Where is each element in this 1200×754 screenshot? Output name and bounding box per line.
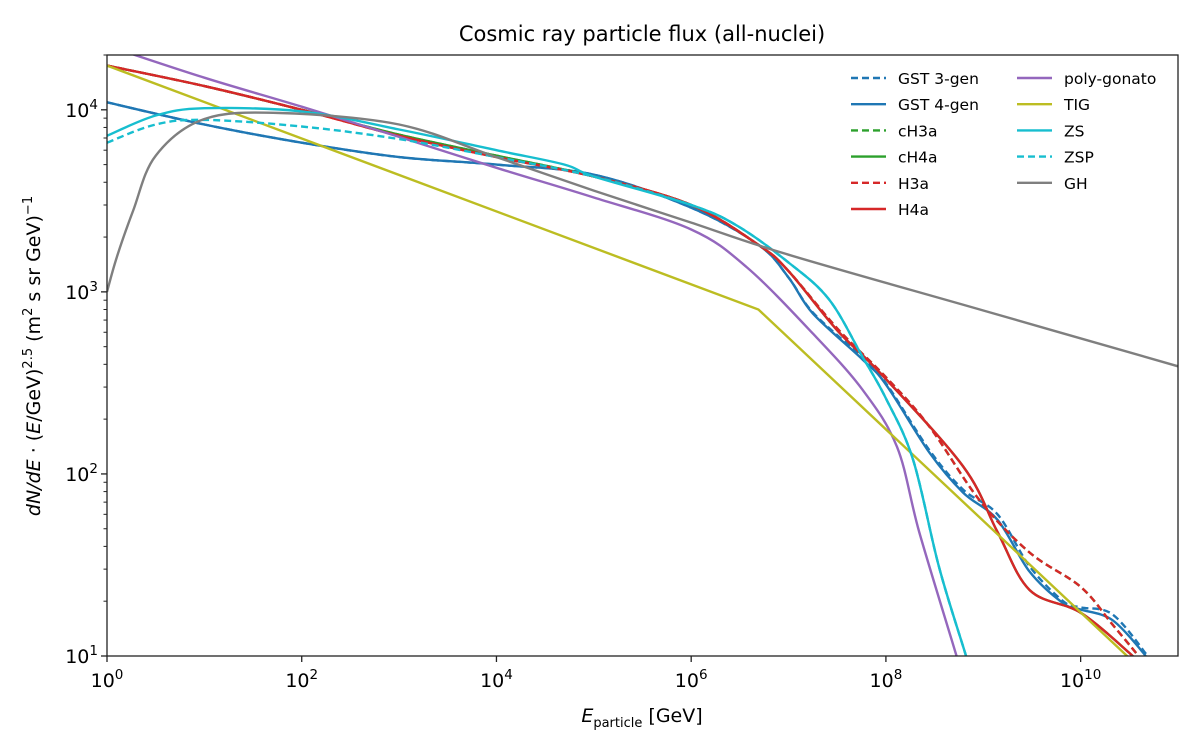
legend-label: cH4a xyxy=(898,149,938,167)
y-tick-label: 103 xyxy=(65,279,98,304)
chart-title: Cosmic ray particle flux (all-nuclei) xyxy=(459,22,825,46)
y-axis-label: dN/dE · (E/GeV)2.5 (m2 s sr GeV)−1 xyxy=(21,196,45,516)
legend-item: ZS xyxy=(1017,122,1084,140)
x-axis-label: Eparticle [GeV] xyxy=(581,705,702,731)
x-tick-label: 100 xyxy=(91,667,124,692)
legend-label: H3a xyxy=(898,175,929,193)
legend-label: GH xyxy=(1064,175,1088,193)
series-line-zs xyxy=(107,106,968,656)
y-tick-label: 101 xyxy=(65,643,98,668)
x-tick-label: 104 xyxy=(480,667,513,692)
legend-item: poly-gonato xyxy=(1017,70,1156,88)
y-tick-label: 104 xyxy=(65,97,98,122)
legend: GST 3-gen GST 4-gen cH3a cH4a H3a H4a poly-gon… xyxy=(851,70,1156,219)
x-tick-label: 106 xyxy=(675,667,708,692)
legend-item: cH4a xyxy=(851,149,938,167)
plot-frame xyxy=(106,54,1179,657)
legend-label: GST 4-gen xyxy=(898,96,979,114)
x-tick-label: 102 xyxy=(285,667,318,692)
legend-item: GH xyxy=(1017,175,1088,193)
legend-label: ZSP xyxy=(1064,149,1094,167)
legend-item: H3a xyxy=(851,175,929,193)
legend-label: GST 3-gen xyxy=(898,70,979,88)
legend-item: ZSP xyxy=(1017,149,1094,167)
legend-item: TIG xyxy=(1017,96,1090,114)
legend-label: TIG xyxy=(1063,96,1090,114)
series-line-h3a xyxy=(107,64,1140,656)
legend-item: GST 3-gen xyxy=(851,70,979,88)
legend-label: poly-gonato xyxy=(1064,70,1156,88)
y-tick-label: 102 xyxy=(65,461,98,486)
series-line-tig xyxy=(107,64,1129,656)
series-line-gh xyxy=(107,111,1178,368)
legend-label: ZS xyxy=(1064,122,1084,140)
series-line-h4a xyxy=(107,64,1135,656)
series-line-poly-gonato xyxy=(131,55,958,656)
legend-item: GST 4-gen xyxy=(851,96,979,114)
series-line-ch4a xyxy=(107,64,1135,656)
x-tick-label: 1010 xyxy=(1060,667,1101,692)
legend-label: H4a xyxy=(898,201,929,219)
legend-label: cH3a xyxy=(898,122,938,140)
legend-item: H4a xyxy=(851,201,929,219)
x-tick-label: 108 xyxy=(870,667,903,692)
series-layer xyxy=(107,55,1178,656)
legend-item: cH3a xyxy=(851,122,938,140)
axes: 100 102 104 106 108 1010 101 102 103 104 xyxy=(65,54,1179,692)
series-line-zsp xyxy=(107,118,968,656)
series-line-ch3a xyxy=(107,64,1140,656)
